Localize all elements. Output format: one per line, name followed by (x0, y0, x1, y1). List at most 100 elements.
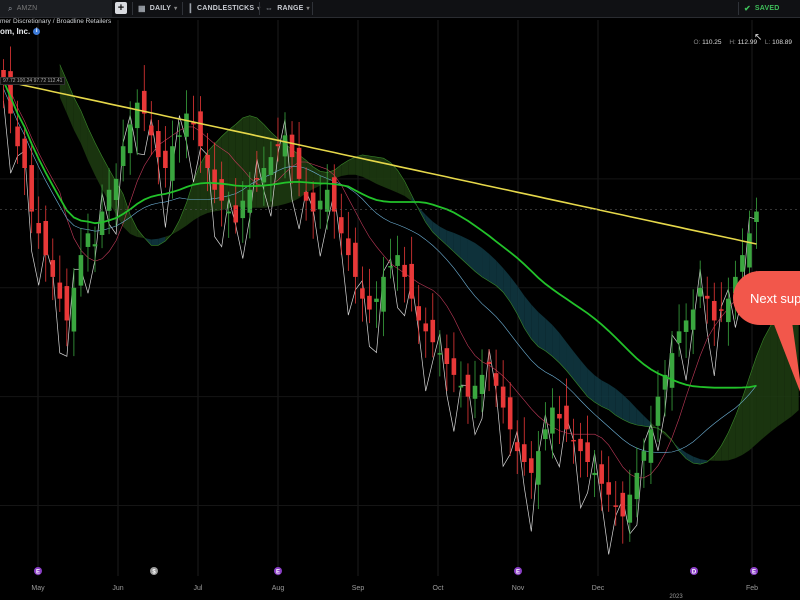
candle-body (374, 298, 379, 302)
event-marker (274, 567, 282, 575)
event-marker-label: E (516, 570, 520, 576)
ichimoku-cloud (763, 325, 771, 438)
ichimoku-cloud (383, 158, 391, 190)
candle-body (205, 154, 210, 168)
candle-body (690, 309, 696, 330)
sma-200-line (3, 80, 757, 245)
ichimoku-cloud (193, 163, 201, 221)
candle-body (212, 169, 217, 190)
candle-body (528, 458, 534, 473)
candle-body (423, 323, 429, 332)
candle-body (641, 451, 647, 461)
candle-body (430, 319, 436, 343)
candle-body (704, 295, 710, 299)
ichimoku-cloud (362, 154, 370, 181)
candle-body (754, 211, 759, 222)
ichimoku-cloud (538, 312, 546, 351)
cloud-span-a (59, 64, 800, 465)
ichimoku-cloud (629, 401, 637, 425)
ichimoku-cloud (369, 156, 377, 184)
candle-body (521, 444, 527, 462)
ichimoku-cloud (313, 166, 321, 189)
candle-body (367, 295, 372, 310)
candle-body (655, 396, 661, 426)
x-axis-label: Oct (433, 585, 444, 592)
ichimoku-cloud (643, 415, 651, 428)
candle-body (437, 353, 443, 355)
candle-body (740, 255, 745, 272)
candle-body (360, 288, 365, 299)
ichimoku-cloud (73, 97, 81, 144)
add-symbol-button[interactable]: + (115, 2, 127, 14)
candle-body (634, 472, 640, 500)
ichimoku-cloud (517, 285, 525, 329)
candle-body (353, 242, 358, 277)
ichimoku-cloud (320, 171, 328, 186)
candle-body (395, 255, 400, 266)
candle-body (219, 179, 224, 201)
info-icon[interactable]: i (33, 28, 41, 35)
ichimoku-cloud (721, 432, 729, 461)
ichimoku-cloud (453, 232, 461, 259)
x-axis-label: Sep (352, 585, 365, 592)
candle-body (141, 90, 147, 114)
interval-label: DAILY (149, 5, 172, 12)
candle-body (331, 177, 337, 212)
candle-body (683, 320, 689, 332)
ichimoku-cloud (700, 459, 708, 465)
candle-body (676, 331, 682, 343)
ichimoku-cloud (158, 236, 166, 246)
range-dropdown[interactable]: ⇔ RANGE ▾ (265, 0, 310, 17)
candle-body (543, 429, 548, 440)
x-axis-label: Dec (592, 585, 605, 592)
mouse-cursor-icon: ↖ (754, 32, 763, 43)
candle-body (514, 442, 520, 452)
search-placeholder: AMZN (16, 5, 38, 12)
symbol-search-input[interactable]: ⌕ AMZN (0, 0, 112, 17)
candle-body (416, 306, 422, 321)
ichimoku-cloud (784, 294, 792, 422)
event-marker-label: E (752, 570, 756, 576)
x-axis-label: May (31, 585, 45, 592)
saved-status[interactable]: ✔ SAVED (744, 0, 780, 17)
chevron-down-icon: ▾ (257, 5, 260, 12)
company-name: om, Inc. i (0, 27, 41, 36)
candle-body (296, 147, 302, 179)
candle-body (620, 492, 626, 517)
ichimoku-cloud (482, 247, 490, 282)
candle-body (486, 361, 492, 364)
candle-body (120, 146, 126, 167)
ichimoku-cloud (714, 445, 722, 461)
ichimoku-cloud (151, 238, 159, 246)
candle-body (50, 260, 56, 277)
chart-type-dropdown[interactable]: ┃ CANDLESTICKS ▾ (188, 0, 261, 17)
toolbar-divider (132, 2, 133, 15)
candle-body (458, 385, 464, 388)
toolbar-divider (259, 2, 260, 15)
candle-body (36, 222, 42, 234)
event-marker-label: $ (152, 570, 156, 576)
ichimoku-cloud (404, 181, 412, 202)
ichimoku-cloud (756, 338, 764, 444)
candle-body (43, 221, 49, 256)
event-marker (150, 567, 158, 575)
ichimoku-cloud (95, 142, 103, 189)
candle-body (78, 255, 84, 286)
candle-body (324, 189, 330, 212)
candle-body (8, 71, 13, 114)
interval-dropdown[interactable]: ▦ DAILY ▾ (138, 0, 177, 17)
toolbar-divider (182, 2, 183, 15)
ichimoku-cloud (594, 375, 602, 407)
ichimoku-cloud (552, 325, 560, 363)
ichimoku-cloud (334, 164, 342, 179)
candle-body (381, 276, 386, 312)
candle-body (571, 439, 576, 442)
candle-body (310, 192, 316, 212)
search-icon: ⌕ (8, 3, 13, 13)
candle-body (444, 348, 450, 364)
candle-body (275, 144, 281, 147)
ichimoku-cloud (425, 214, 433, 233)
ichimoku-cloud (622, 394, 630, 423)
ichimoku-cloud (123, 194, 131, 234)
